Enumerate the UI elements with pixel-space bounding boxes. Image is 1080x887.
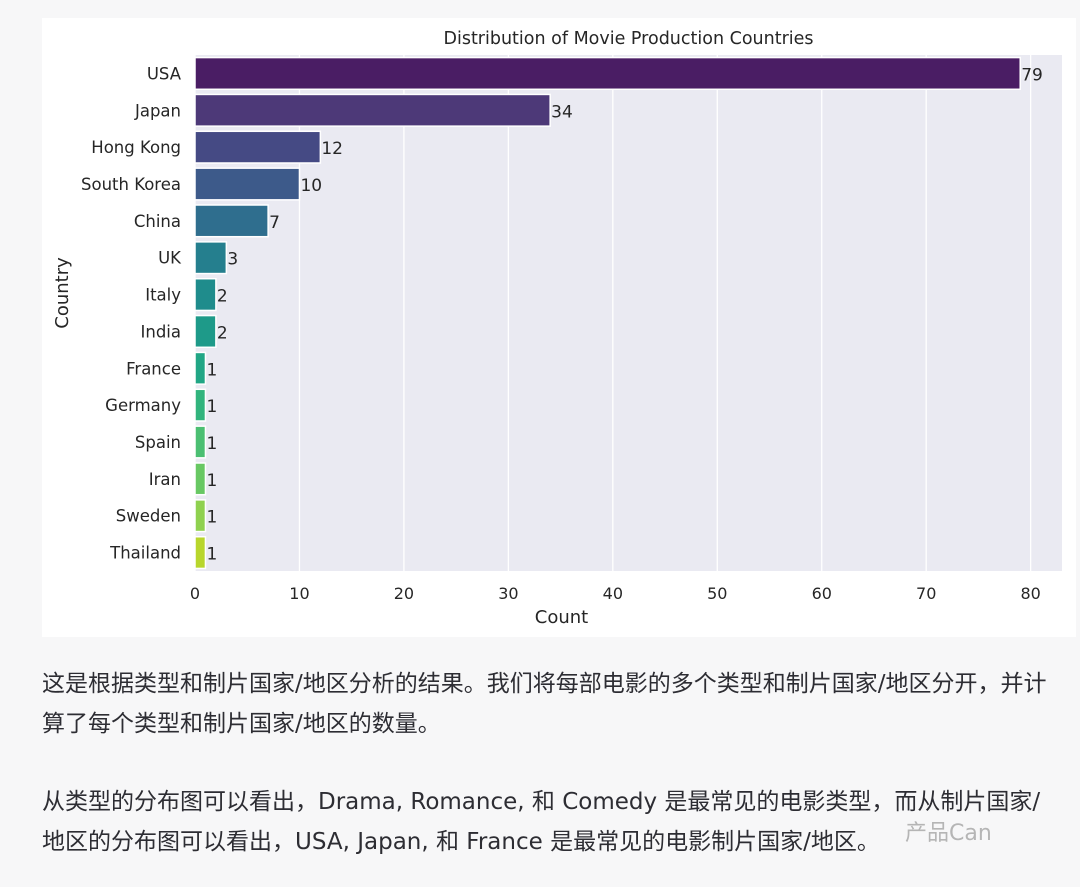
data-label: 7 [269, 213, 280, 233]
bar-thailand [194, 535, 207, 570]
bar-japan [194, 93, 551, 127]
x-tick-label: 50 [707, 584, 727, 603]
x-tick-label: 70 [916, 584, 936, 603]
data-label: 1 [206, 434, 217, 454]
watermark: 产品Can [905, 821, 992, 846]
data-label: 3 [227, 250, 238, 270]
data-label: 10 [300, 176, 322, 196]
y-tick-label: South Korea [81, 175, 181, 194]
y-tick-label: Italy [145, 286, 181, 305]
data-label: 1 [206, 360, 217, 380]
bar-italy [194, 277, 217, 312]
y-axis-label: Country [52, 257, 73, 329]
bar-usa [194, 56, 1021, 91]
data-label: 2 [217, 323, 228, 343]
data-label: 1 [206, 508, 217, 528]
y-tick-label: USA [147, 64, 182, 83]
data-label: 2 [217, 287, 228, 307]
x-tick-label: 0 [190, 584, 200, 603]
x-tick-label: 30 [498, 584, 518, 603]
data-label: 12 [321, 139, 343, 159]
bar-iran [194, 462, 207, 496]
y-tick-label: Spain [135, 433, 181, 452]
y-tick-label: Sweden [116, 507, 181, 526]
bar-germany [194, 388, 207, 422]
bar-spain [194, 425, 207, 459]
bar-india [194, 314, 217, 349]
y-tick-label: Germany [105, 396, 181, 415]
y-tick-label: France [126, 359, 181, 378]
data-label: 1 [206, 545, 217, 565]
bar-hong-kong [194, 130, 322, 164]
plot-area [195, 55, 1062, 571]
x-tick-label: 10 [289, 584, 309, 603]
x-tick-label: 80 [1020, 584, 1040, 603]
y-tick-label: Japan [134, 101, 181, 120]
bar-sweden [194, 499, 207, 533]
chart-container: 0 10 20 30 40 50 60 70 80 USA 79 Japan 34 Hong Kong 12… [42, 18, 1076, 637]
x-axis-label: Count [535, 607, 588, 628]
chart-title: Distribution of Movie Production Countri… [443, 29, 813, 49]
y-tick-label: Thailand [109, 544, 181, 563]
analysis-paragraph-2: 从类型的分布图可以看出，Drama, Romance, 和 Comedy 是最常… [42, 789, 1041, 855]
bar-china [194, 204, 269, 238]
y-tick-label: Iran [149, 470, 181, 489]
x-tick-label: 60 [812, 584, 832, 603]
bar-uk [194, 241, 228, 275]
analysis-paragraph-1: 这是根据类型和制片国家/地区分析的结果。我们将每部电影的多个类型和制片国家/地区… [42, 671, 1047, 737]
y-tick-label: UK [158, 249, 182, 268]
y-tick-label: China [134, 212, 181, 231]
data-label: 1 [206, 397, 217, 417]
data-label: 34 [551, 102, 573, 122]
data-label: 1 [206, 471, 217, 491]
y-tick-label: India [141, 322, 182, 341]
data-label: 79 [1021, 65, 1043, 85]
bar-south-korea [194, 167, 301, 201]
x-tick-label: 20 [394, 584, 414, 603]
y-tick-label: Hong Kong [91, 138, 181, 157]
x-tick-label: 40 [603, 584, 623, 603]
bar-france [194, 351, 207, 385]
